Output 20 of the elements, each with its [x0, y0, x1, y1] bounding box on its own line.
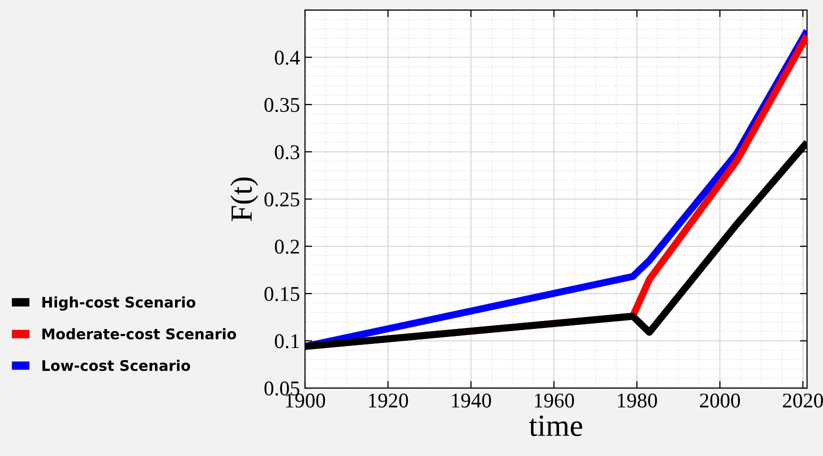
y-tick-label: 0.1 — [274, 334, 299, 348]
x-tick-label: 1960 — [534, 394, 574, 408]
legend-label: Moderate-cost Scenario — [42, 328, 236, 340]
y-tick-label: 0.2 — [274, 240, 299, 254]
x-tick-label: 1900 — [286, 394, 326, 408]
y-axis-title: F(t) — [230, 177, 258, 222]
x-tick-label: 1920 — [368, 394, 408, 408]
legend-label: High-cost Scenario — [42, 296, 196, 311]
x-tick-label: 2000 — [700, 394, 740, 408]
x-tick-label: 2020 — [782, 394, 823, 408]
y-tick-label: 0.25 — [264, 192, 300, 207]
x-tick-label: 1980 — [618, 394, 657, 408]
y-tick-label: 0.3 — [274, 145, 300, 160]
x-axis-title: time — [529, 416, 582, 436]
y-tick-label: 0.4 — [274, 50, 300, 65]
y-tick-label: 0.15 — [264, 286, 300, 302]
y-tick-label: 0.35 — [264, 98, 300, 112]
x-tick-label: 1940 — [452, 394, 492, 408]
y-tick-label: 0.05 — [264, 381, 300, 396]
legend-label: Low-cost Scenario — [42, 360, 190, 372]
